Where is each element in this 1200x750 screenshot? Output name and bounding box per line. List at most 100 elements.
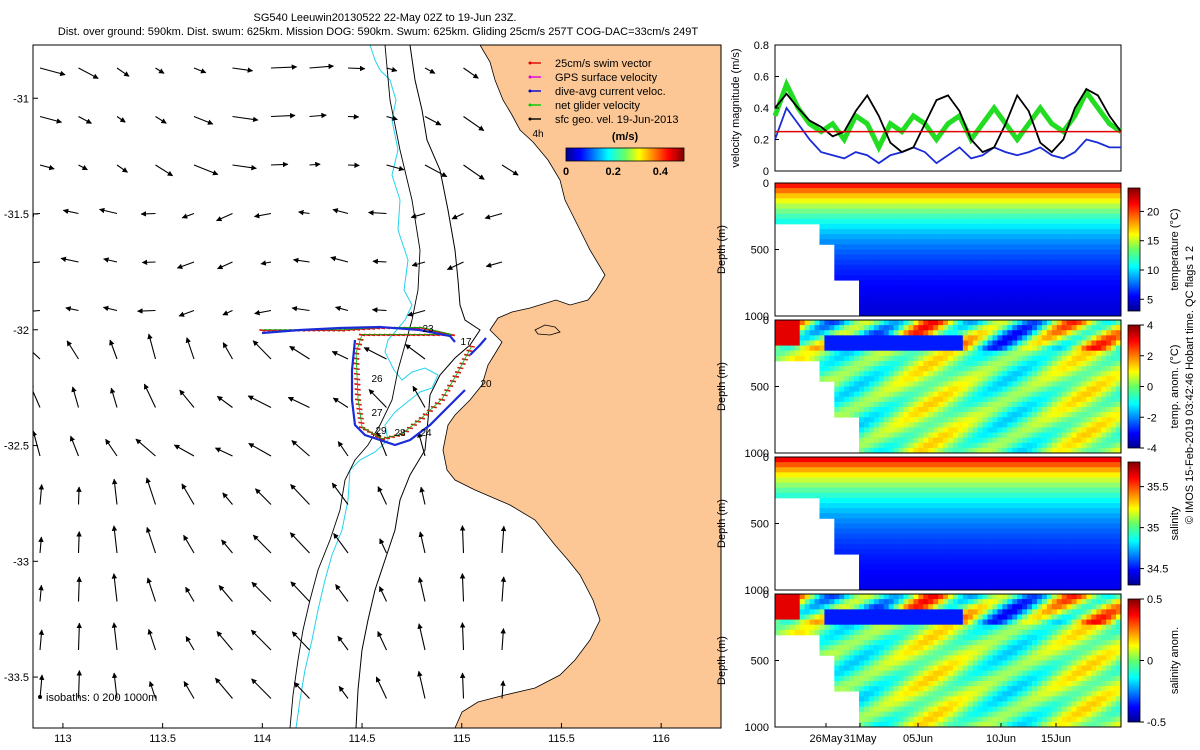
- section-cell: [1002, 513, 1008, 519]
- section-cell: [1022, 285, 1028, 291]
- section-cell: [928, 391, 934, 398]
- section-cell: [1002, 360, 1008, 367]
- section-cell: [943, 269, 949, 276]
- section-cell: [1007, 391, 1013, 398]
- section-cell: [948, 376, 954, 382]
- section-cell: [992, 280, 998, 286]
- section-cell: [952, 508, 959, 514]
- section-cell: [898, 477, 904, 483]
- section-cell: [1036, 492, 1043, 499]
- section-cell: [1027, 442, 1033, 449]
- section-cell: [1012, 472, 1018, 478]
- section-cell: [819, 198, 825, 204]
- section-cell: [878, 584, 885, 591]
- section-cell: [913, 584, 919, 591]
- section-cell: [1032, 477, 1038, 483]
- section-cell: [834, 335, 840, 341]
- section-cell: [1086, 223, 1092, 230]
- section-cell: [1076, 492, 1082, 499]
- section-cell: [789, 482, 796, 489]
- section-cell: [957, 203, 964, 209]
- section-cell: [1071, 193, 1077, 199]
- title-line-2: Dist. over ground: 590km. Dist. swum: 62…: [58, 26, 698, 38]
- section-cell: [859, 360, 865, 367]
- section-cell: [957, 188, 964, 194]
- section-cell: [957, 492, 964, 499]
- section-cell: [1116, 412, 1122, 418]
- section-cell: [1056, 366, 1063, 372]
- section-cell: [1051, 437, 1058, 444]
- section-cell: [908, 472, 914, 478]
- section-cell: [997, 320, 1003, 326]
- section-cell: [893, 213, 899, 220]
- section-cell: [967, 472, 974, 478]
- section-cell: [1017, 569, 1023, 576]
- section-cell: [1061, 259, 1068, 266]
- section-cell: [878, 376, 885, 382]
- velocity-vector: [116, 67, 130, 77]
- section-cell: [873, 427, 880, 433]
- section-cell: [1076, 442, 1082, 449]
- section-cell: [873, 564, 880, 570]
- section-cell: [997, 564, 1003, 570]
- colorbar-tick-label: 2: [1147, 351, 1153, 363]
- section-cell: [863, 208, 870, 215]
- section-cell: [923, 345, 929, 352]
- section-cell: [854, 528, 860, 535]
- section-cell: [1027, 280, 1033, 286]
- section-cell: [962, 259, 969, 266]
- section-cell: [844, 275, 850, 281]
- section-cell: [1046, 417, 1053, 423]
- section-cell: [1032, 584, 1038, 591]
- section-cell: [908, 254, 914, 261]
- section-cell: [967, 259, 974, 266]
- section-cell: [933, 300, 939, 307]
- section-cell: [834, 391, 840, 398]
- section-cell: [952, 487, 959, 494]
- section-cell: [1027, 355, 1033, 362]
- section-cell: [1027, 223, 1033, 230]
- section-cell: [878, 472, 885, 478]
- section-cell: [952, 193, 959, 199]
- section-cell: [1061, 223, 1068, 230]
- section-cell: [967, 432, 974, 439]
- section-cell: [1017, 320, 1023, 326]
- section-cell: [1076, 523, 1082, 530]
- section-cell: [913, 396, 919, 403]
- section-cell: [1076, 482, 1082, 489]
- section-cell: [928, 183, 934, 189]
- section-cell: [1017, 254, 1023, 261]
- section-cell: [888, 305, 895, 312]
- section-cell: [972, 569, 979, 576]
- section-cell: [1046, 513, 1053, 519]
- section-cell: [873, 584, 880, 591]
- section-cell: [1012, 188, 1018, 194]
- section-cell: [923, 447, 929, 454]
- section-cell: [943, 249, 949, 256]
- section-cell: [883, 259, 890, 266]
- section-cell: [1012, 295, 1018, 302]
- section-cell: [1007, 355, 1013, 362]
- section-cell: [923, 335, 929, 341]
- section-cell: [868, 432, 875, 439]
- section-cell: [1017, 401, 1023, 408]
- section-cell: [878, 295, 885, 302]
- section-cell: [1056, 345, 1063, 352]
- section-cell: [1061, 218, 1068, 225]
- section-cell: [1012, 208, 1018, 215]
- section-cell: [987, 477, 993, 483]
- section-cell: [1116, 386, 1122, 393]
- section-cell: [1056, 559, 1063, 565]
- section-cell: [992, 518, 998, 524]
- section-cell: [952, 295, 959, 302]
- section-cell: [1046, 366, 1053, 372]
- section-cell: [1036, 447, 1043, 454]
- section-cell: [933, 564, 939, 570]
- section-cell: [948, 295, 954, 302]
- section-cell: [1101, 325, 1107, 331]
- section-cell: [952, 264, 959, 271]
- section-cell: [844, 269, 850, 276]
- velocity-vector: [287, 396, 310, 408]
- section-cell: [977, 417, 983, 423]
- velocity-vector: [185, 636, 195, 651]
